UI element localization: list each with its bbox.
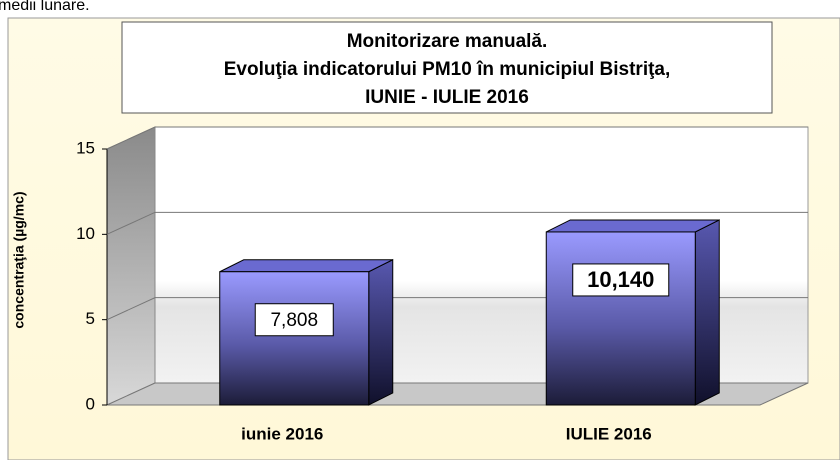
- left-wall: [106, 126, 156, 406]
- y-tick-label: 0: [86, 394, 95, 413]
- grid-line: [106, 211, 808, 235]
- value-label: 10,140: [587, 267, 654, 292]
- bar-side: [368, 258, 394, 406]
- bar: [219, 271, 370, 406]
- bar: [545, 231, 696, 406]
- value-label-box: [254, 303, 334, 337]
- chart-title: Monitorizare manuală.: [347, 31, 548, 52]
- title-box: [121, 21, 773, 114]
- chart-title: IUNIE - IULIE 2016: [365, 87, 529, 108]
- page-text: medii lunare.: [0, 0, 90, 14]
- y-tick-label: 15: [76, 138, 95, 157]
- chart-title: Evoluţia indicatorului PM10 în municipiu…: [224, 59, 671, 80]
- x-tick-label: iunie 2016: [241, 424, 323, 443]
- y-axis-label: concentraţia (µg/mc): [11, 191, 27, 328]
- value-label-box: [572, 263, 670, 297]
- y-tick-label: 10: [76, 224, 95, 243]
- grid-line: [106, 126, 808, 150]
- x-tick-label: IULIE 2016: [566, 424, 652, 443]
- bar-top: [546, 219, 720, 233]
- y-tick-label: 5: [86, 309, 95, 328]
- value-label: 7,808: [270, 310, 318, 331]
- bar-top: [219, 259, 393, 273]
- bar-side: [694, 219, 720, 406]
